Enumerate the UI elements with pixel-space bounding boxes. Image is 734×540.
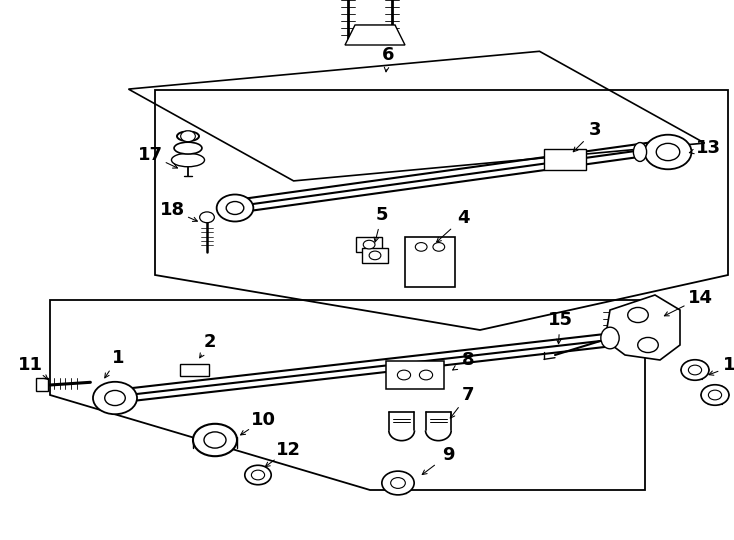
Text: 13: 13 <box>696 139 721 157</box>
Circle shape <box>93 382 137 414</box>
FancyBboxPatch shape <box>36 378 48 392</box>
Text: 7: 7 <box>462 386 474 404</box>
Circle shape <box>200 212 214 222</box>
Text: 8: 8 <box>462 351 474 369</box>
Text: 1: 1 <box>112 349 124 367</box>
Text: 15: 15 <box>548 311 573 329</box>
Circle shape <box>701 384 729 405</box>
FancyBboxPatch shape <box>386 361 443 389</box>
Text: 2: 2 <box>204 333 217 351</box>
FancyBboxPatch shape <box>356 237 382 252</box>
FancyBboxPatch shape <box>362 248 388 263</box>
Text: 5: 5 <box>376 206 388 224</box>
Circle shape <box>193 424 237 456</box>
Circle shape <box>217 194 253 221</box>
Text: 6: 6 <box>382 46 394 64</box>
Circle shape <box>433 242 445 251</box>
Text: 14: 14 <box>688 289 713 307</box>
Circle shape <box>644 134 691 169</box>
FancyBboxPatch shape <box>544 148 586 170</box>
Circle shape <box>628 307 648 322</box>
Ellipse shape <box>633 143 647 161</box>
Circle shape <box>244 465 271 485</box>
Text: 16: 16 <box>722 356 734 374</box>
Circle shape <box>363 240 375 249</box>
Circle shape <box>415 242 427 251</box>
Circle shape <box>681 360 709 380</box>
Circle shape <box>390 477 405 488</box>
Polygon shape <box>605 295 680 360</box>
Circle shape <box>397 370 410 380</box>
Ellipse shape <box>172 153 205 167</box>
Text: 11: 11 <box>18 356 43 374</box>
Text: 18: 18 <box>159 201 184 219</box>
Ellipse shape <box>601 327 619 349</box>
Text: 12: 12 <box>275 441 300 459</box>
Text: 17: 17 <box>137 146 162 164</box>
Circle shape <box>638 338 658 353</box>
Circle shape <box>688 365 702 375</box>
Circle shape <box>708 390 722 400</box>
FancyBboxPatch shape <box>405 237 455 287</box>
Text: 4: 4 <box>457 209 469 227</box>
FancyBboxPatch shape <box>181 363 209 376</box>
Text: 10: 10 <box>250 411 275 429</box>
Text: 3: 3 <box>589 121 601 139</box>
Ellipse shape <box>174 142 202 154</box>
Circle shape <box>181 131 195 141</box>
Circle shape <box>382 471 414 495</box>
Circle shape <box>369 251 381 260</box>
Circle shape <box>419 370 432 380</box>
Polygon shape <box>345 25 405 45</box>
Ellipse shape <box>177 131 199 141</box>
Text: 9: 9 <box>442 446 454 464</box>
